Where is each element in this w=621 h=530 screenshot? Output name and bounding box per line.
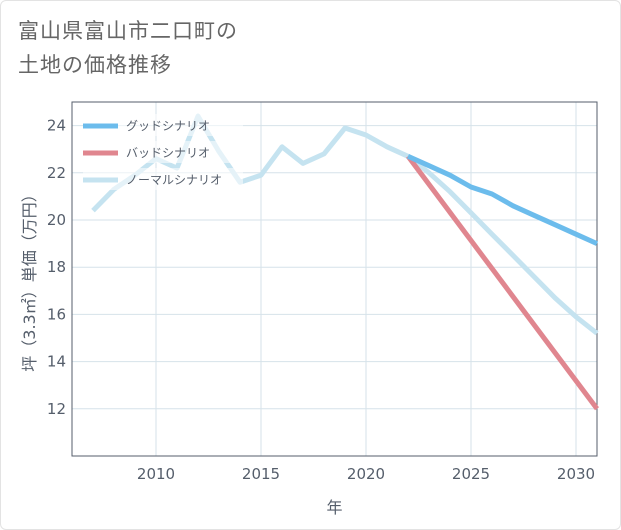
- y-tick-label: 12: [47, 400, 66, 418]
- x-tick-label: 2030: [557, 465, 595, 483]
- x-tick-label: 2025: [452, 465, 490, 483]
- x-tick-label: 2015: [242, 465, 280, 483]
- plot-area-border: [71, 101, 598, 457]
- y-tick-labels: 12 14 16 18 20 22 24: [47, 117, 66, 418]
- legend-background: [83, 114, 243, 136]
- x-tick-label: 2020: [347, 465, 385, 483]
- title-line-1: 富山県富山市二口町の: [18, 19, 238, 43]
- y-tick-label: 20: [47, 211, 66, 229]
- x-tick-labels: 2010 2015 2020 2025 2030: [137, 465, 595, 483]
- y-tick-label: 22: [47, 164, 66, 182]
- series-line-1: [406, 154, 599, 246]
- title-line-2: 土地の価格推移: [18, 53, 172, 77]
- chart-title: 富山県富山市二口町の 土地の価格推移: [18, 14, 238, 82]
- y-tick-label: 14: [47, 353, 66, 371]
- grid-lines: [72, 102, 597, 456]
- y-axis-title: 坪（3.3㎡）単価（万円）: [20, 186, 39, 371]
- y-tick-label: 16: [47, 305, 66, 323]
- x-tick-label: 2010: [137, 465, 175, 483]
- y-tick-label: 18: [47, 258, 66, 276]
- x-axis-title: 年: [326, 498, 342, 517]
- legend-background: [83, 141, 243, 163]
- legend-label: ノーマルシナリオ: [126, 173, 222, 187]
- legend-label: グッドシナリオ: [126, 119, 210, 133]
- y-tick-label: 24: [47, 117, 66, 135]
- legend-background: [83, 168, 243, 190]
- series-line-2: [405, 154, 600, 411]
- legend-label: バッドシナリオ: [126, 146, 210, 160]
